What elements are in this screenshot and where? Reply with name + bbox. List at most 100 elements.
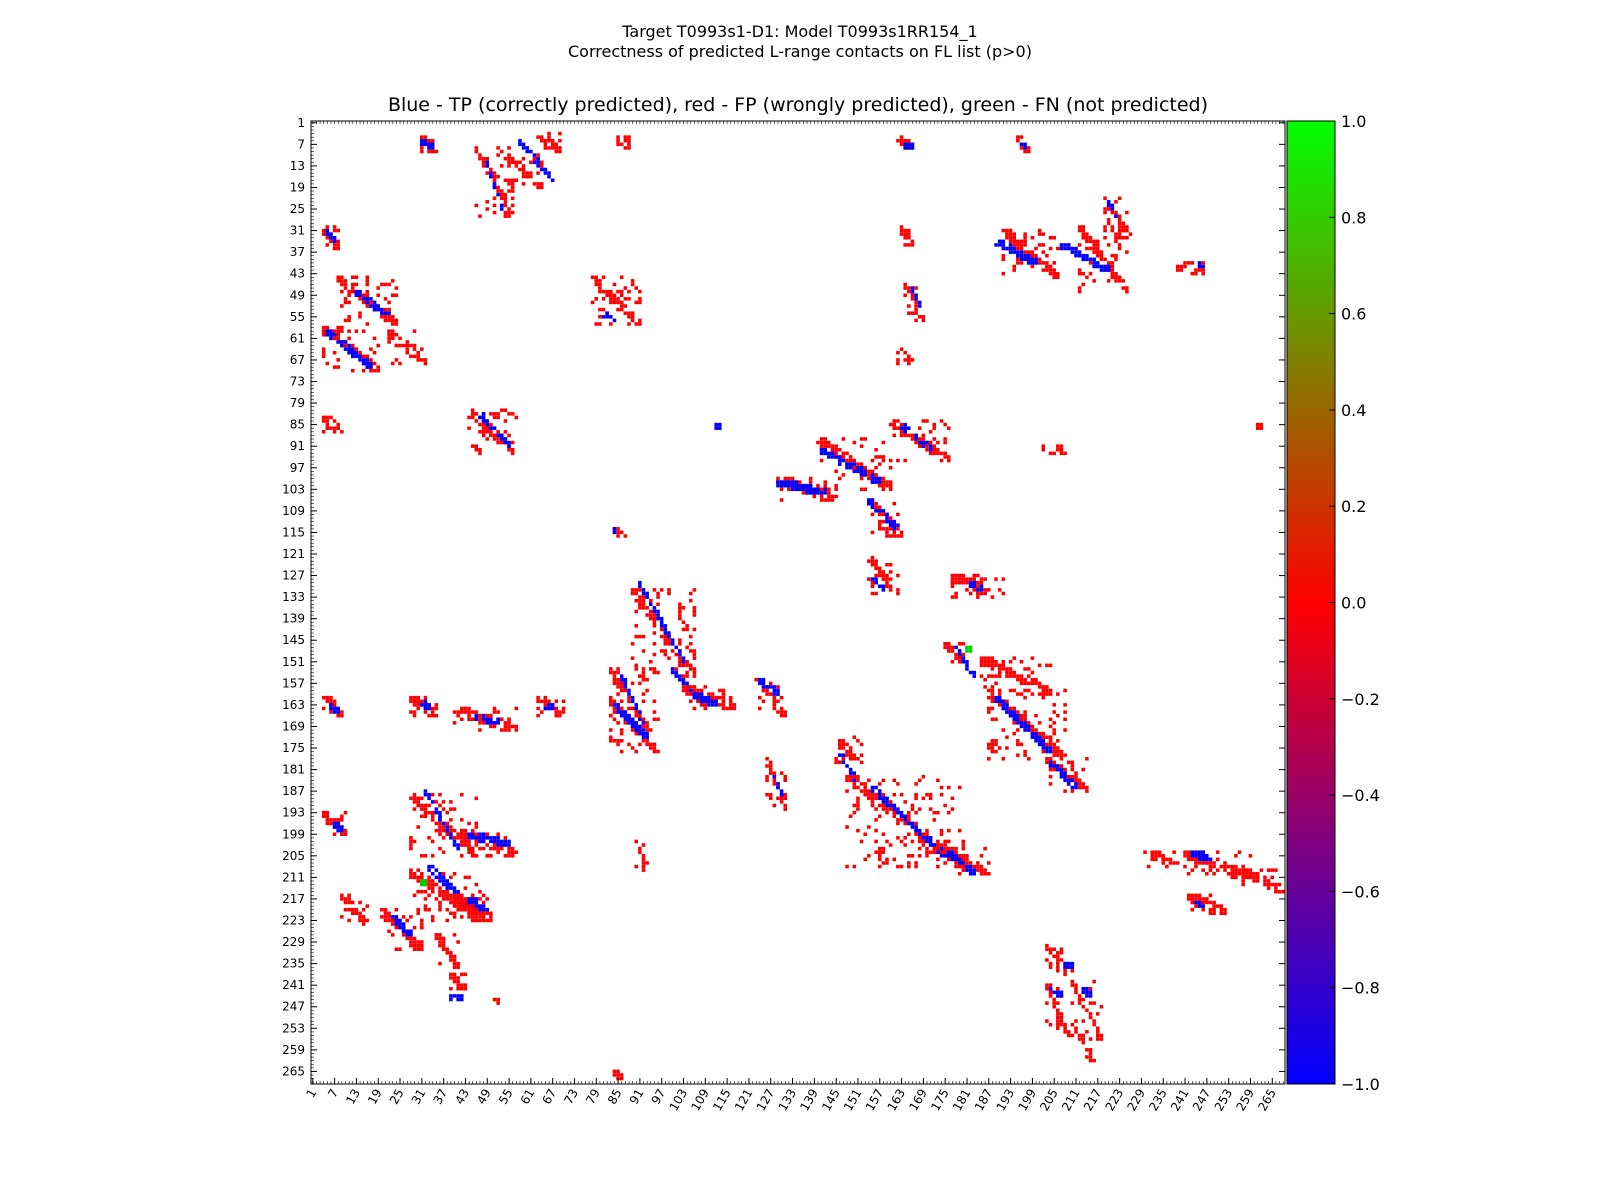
- contact-cell: [394, 922, 399, 926]
- contact-cell: [1106, 218, 1111, 222]
- contact-cell: [445, 882, 450, 887]
- contact-cell: [954, 577, 958, 581]
- contact-cell: [510, 182, 515, 186]
- contact-cell: [1194, 861, 1198, 865]
- contact-cell: [467, 713, 471, 718]
- contact-cell: [1074, 1019, 1078, 1023]
- contact-cell: [670, 667, 675, 671]
- contact-cluster-fp: [986, 688, 1067, 761]
- contact-cell: [420, 947, 424, 951]
- contact-cell: [1266, 879, 1271, 883]
- contact-cell: [1001, 257, 1006, 262]
- contact-cell: [885, 562, 889, 567]
- contact-cell: [390, 922, 395, 926]
- contact-cell: [634, 724, 639, 729]
- contact-cell: [1016, 717, 1020, 722]
- contact-cell: [659, 627, 664, 632]
- contact-cell: [874, 785, 878, 790]
- contact-cell: [1088, 235, 1093, 240]
- contact-cell: [881, 440, 886, 445]
- contact-cell: [1008, 688, 1013, 693]
- contact-cell: [634, 864, 639, 869]
- contact-cell: [707, 699, 711, 704]
- contact-cell: [1016, 739, 1020, 743]
- contact-cell: [336, 821, 340, 826]
- contact-cell: [925, 832, 929, 836]
- contact-cell: [1197, 268, 1202, 272]
- contact-cell: [728, 695, 733, 700]
- contact-cell: [899, 818, 904, 822]
- contact-cell: [939, 458, 944, 463]
- contact-cell: [1070, 246, 1075, 251]
- contact-cell: [947, 839, 951, 844]
- contact-cell: [539, 699, 544, 704]
- contact-cell: [1063, 961, 1067, 966]
- contact-cell: [961, 868, 966, 872]
- contact-cell: [1016, 753, 1020, 757]
- contact-cell: [652, 613, 657, 617]
- contact-cell: [1048, 1022, 1053, 1027]
- contact-cell: [728, 699, 733, 704]
- contact-cell: [1245, 875, 1249, 880]
- contact-cell: [478, 451, 482, 456]
- contact-cell: [499, 164, 504, 168]
- contact-cell: [1056, 1022, 1060, 1027]
- contact-cell: [470, 897, 475, 901]
- contact-cell: [1270, 868, 1275, 872]
- contact-cell: [772, 692, 777, 696]
- contact-cell: [358, 293, 362, 297]
- contact-cell: [1052, 1001, 1056, 1005]
- contact-cell: [503, 196, 508, 200]
- contact-cell: [412, 807, 417, 811]
- contact-cell: [416, 706, 420, 711]
- contact-cluster-tp: [619, 674, 646, 725]
- contact-cell: [463, 828, 468, 833]
- contact-cell: [372, 368, 377, 373]
- contact-cell: [903, 286, 907, 290]
- contact-cell: [870, 562, 875, 567]
- contact-cell: [972, 584, 977, 589]
- contact-cell: [907, 354, 911, 359]
- y-tick-label: 127: [282, 569, 305, 583]
- contact-cell: [874, 566, 878, 571]
- contact-cell: [1034, 681, 1038, 686]
- contact-cell: [1114, 257, 1118, 262]
- contact-cell: [848, 455, 853, 459]
- y-tick-label: 121: [282, 547, 305, 561]
- contact-cell: [332, 365, 337, 369]
- contact-cell: [387, 318, 391, 323]
- contact-cell: [656, 609, 660, 614]
- contact-cell: [688, 663, 693, 668]
- contact-cell: [1059, 951, 1064, 955]
- contact-cell: [648, 746, 653, 750]
- contact-cell: [496, 721, 500, 725]
- contact-cell: [1016, 721, 1020, 725]
- contact-cell: [965, 649, 969, 653]
- contact-cell: [430, 882, 435, 887]
- contact-cluster-tp: [354, 289, 391, 315]
- contact-cell: [325, 814, 330, 819]
- contact-cell: [667, 588, 671, 592]
- contact-cell: [947, 426, 951, 430]
- contact-cell: [427, 882, 431, 887]
- contact-cell: [848, 465, 853, 470]
- contact-cell: [696, 692, 700, 696]
- contact-cell: [954, 656, 958, 660]
- contact-cell: [499, 839, 504, 844]
- contact-cell: [1059, 767, 1064, 772]
- contact-cell: [470, 415, 475, 420]
- contact-cell: [358, 350, 362, 355]
- contact-cell: [420, 940, 424, 944]
- contact-cell: [1056, 1015, 1060, 1020]
- contact-cell: [997, 663, 1002, 668]
- contact-cell: [652, 631, 657, 635]
- contact-cell: [438, 900, 442, 905]
- contact-cell: [1201, 261, 1205, 265]
- y-tick-label: 145: [282, 633, 305, 647]
- contact-cell: [616, 142, 620, 147]
- contact-cell: [823, 480, 827, 484]
- contact-cell: [481, 415, 486, 420]
- contact-cell: [957, 854, 962, 858]
- contact-cell: [481, 918, 486, 923]
